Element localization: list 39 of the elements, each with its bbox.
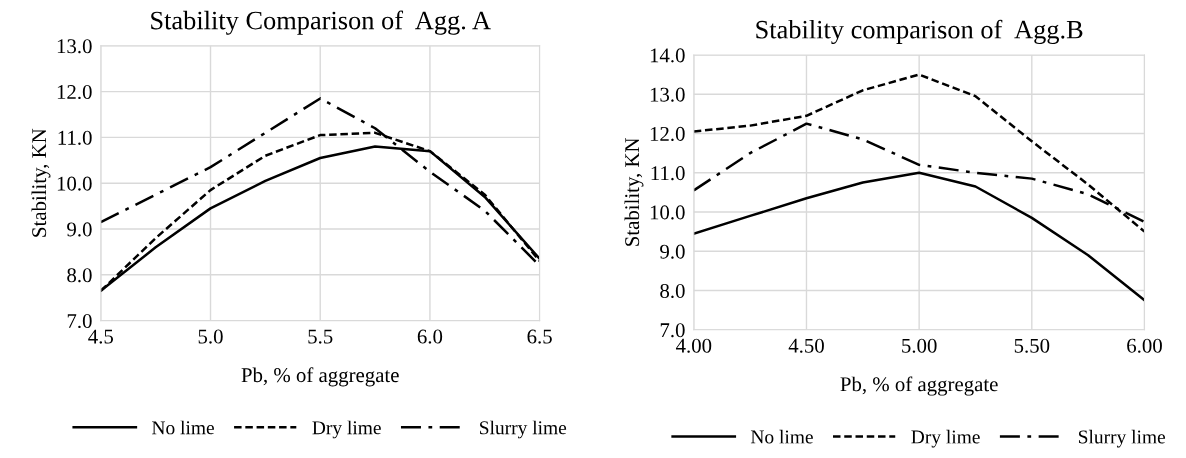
y-tick-label: 7.0 (67, 313, 92, 329)
legend-label: No lime (152, 420, 214, 435)
x-tick-label: 6.00 (1127, 338, 1162, 353)
legend-label: No lime (750, 429, 813, 444)
y-tick-label: 9.0 (660, 244, 685, 259)
x-tick-label: 4.50 (788, 338, 824, 353)
x-tick-label: 6.5 (527, 329, 552, 344)
chart-title: Stability Comparison of Agg. A (151, 10, 491, 35)
y-tick-label: 11.0 (651, 166, 685, 181)
legend-label: Dry lime (911, 429, 980, 448)
x-tick-label: 4.00 (675, 338, 712, 353)
legend-label: Dry lime (312, 420, 381, 439)
y-tick-label: 11.0 (58, 130, 92, 145)
y-tick-label: 14.0 (650, 48, 685, 63)
y-tick-label: 8.0 (67, 268, 92, 283)
x-tick-label: 5.5 (308, 329, 333, 344)
legend-label: Slurry lime (480, 420, 567, 439)
y-tick-label: 13.0 (650, 87, 685, 102)
y-tick-label: 12.0 (57, 84, 92, 100)
y-axis-title: Stability, KN (31, 128, 51, 237)
y-tick-label: 10.0 (650, 205, 685, 220)
y-tick-label: 12.0 (650, 126, 685, 141)
x-tick-label: 6.0 (417, 329, 443, 344)
x-tick-label: 5.50 (1014, 338, 1050, 353)
x-axis-title: Pb, % of aggregate (840, 376, 998, 396)
legend-label: Slurry lime (1078, 429, 1166, 448)
x-tick-label: 5.00 (902, 338, 937, 353)
y-axis-title: Stability, KN (624, 137, 644, 246)
chart-title: Stability comparison of Agg.B (756, 19, 1083, 44)
x-tick-label: 5.0 (198, 329, 223, 344)
y-tick-label: 10.0 (57, 176, 92, 191)
y-tick-label: 13.0 (57, 39, 92, 54)
y-tick-label: 7.0 (660, 323, 685, 338)
x-tick-label: 4.5 (88, 329, 114, 344)
line-series (693, 171, 1145, 302)
line-series (693, 73, 1145, 233)
y-tick-label: 8.0 (660, 283, 685, 299)
y-tick-label: 9.0 (67, 222, 92, 237)
x-axis-title: Pb, % of aggregate (241, 367, 399, 387)
